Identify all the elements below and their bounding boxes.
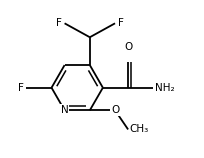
Text: F: F [18, 83, 24, 93]
Text: O: O [124, 42, 132, 52]
Text: CH₃: CH₃ [130, 125, 149, 134]
Text: O: O [111, 105, 119, 115]
Text: N: N [61, 105, 69, 115]
Text: F: F [118, 18, 124, 28]
Text: F: F [56, 18, 62, 28]
Text: NH₂: NH₂ [155, 83, 175, 93]
